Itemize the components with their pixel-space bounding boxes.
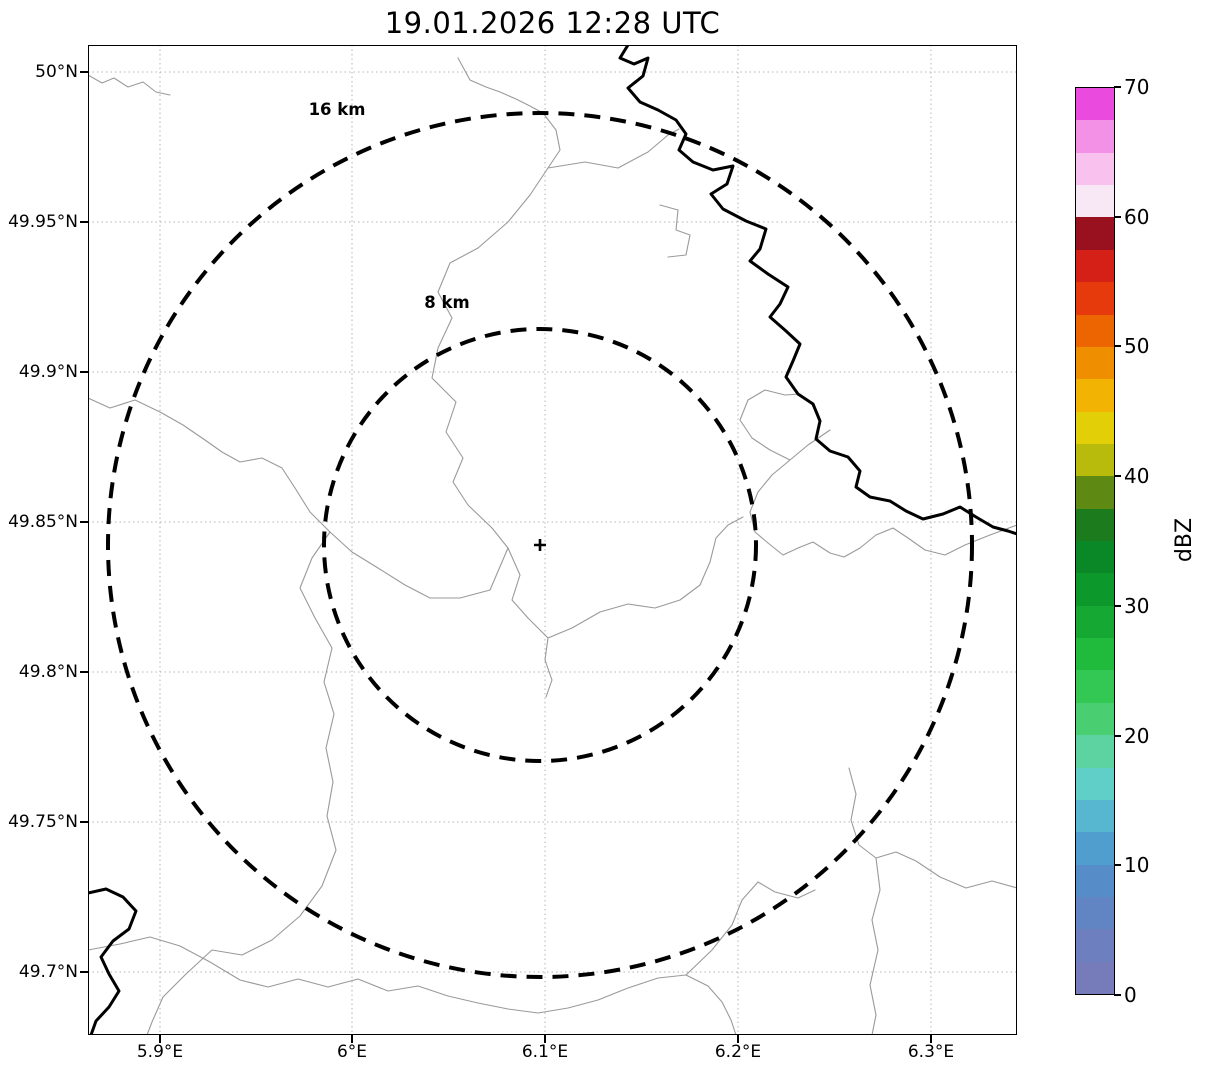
y-tick-label: 49.85°N [8, 512, 78, 532]
radar-site-marker [534, 539, 546, 551]
colorbar-segment [1076, 152, 1114, 186]
colorbar-segment [1076, 217, 1114, 250]
colorbar-tick-mark [1114, 994, 1121, 996]
colorbar-segment [1076, 476, 1114, 509]
colorbar-gradient [1076, 88, 1114, 995]
colorbar-tick-label: 10 [1124, 853, 1150, 877]
river-main [618, 45, 1017, 536]
x-tick-label: 6.1°E [521, 1042, 569, 1062]
colorbar-tick-mark [1114, 345, 1121, 347]
colorbar-segment [1076, 735, 1114, 768]
colorbar-tick-label: 30 [1124, 594, 1150, 618]
colorbar-segment [1076, 282, 1114, 315]
colorbar-tick-label: 40 [1124, 464, 1150, 488]
colorbar-segment [1076, 832, 1114, 865]
range-ring-8km [322, 327, 758, 763]
river-southwest [88, 887, 138, 1035]
colorbar-segment [1076, 88, 1114, 121]
colorbar-segment [1076, 120, 1114, 153]
colorbar-segment [1076, 864, 1114, 897]
colorbar-segment [1076, 508, 1114, 542]
colorbar-tick-label: 50 [1124, 334, 1150, 358]
colorbar-tick-mark [1114, 735, 1121, 737]
colorbar-segment [1076, 767, 1114, 800]
range-rings [106, 111, 974, 979]
y-tick-mark [80, 371, 88, 373]
boundary-lines [88, 57, 1017, 1035]
colorbar-segment [1076, 605, 1114, 639]
colorbar-segment [1076, 346, 1114, 380]
colorbar-tick-mark [1114, 475, 1121, 477]
colorbar-tick-label: 20 [1124, 724, 1150, 748]
y-tick-label: 49.7°N [18, 962, 78, 982]
x-tick-mark [737, 1035, 739, 1043]
y-tick-mark [80, 821, 88, 823]
colorbar-tick-mark [1114, 605, 1121, 607]
colorbar-segment [1076, 896, 1114, 930]
y-tick-label: 49.8°N [18, 662, 78, 682]
range-ring-16km [106, 111, 974, 979]
colorbar-segment [1076, 185, 1114, 218]
x-tick-label: 6°E [336, 1042, 368, 1062]
y-tick-mark [80, 671, 88, 673]
x-tick-mark [159, 1035, 161, 1043]
y-tick-label: 50°N [35, 62, 78, 82]
colorbar-tick-mark [1114, 86, 1121, 88]
graticule-grid [88, 45, 1017, 1035]
colorbar-segment [1076, 379, 1114, 412]
colorbar-tick-label: 60 [1124, 205, 1150, 229]
colorbar-segment [1076, 702, 1114, 736]
colorbar-segment [1076, 929, 1114, 962]
y-tick-mark [80, 71, 88, 73]
colorbar-segment [1076, 411, 1114, 444]
colorbar-segment [1076, 249, 1114, 283]
colorbar-segment [1076, 670, 1114, 703]
plot-title: 19.01.2026 12:28 UTC [384, 6, 721, 40]
ring-label-8km: 8 km [424, 293, 469, 312]
colorbar-segment [1076, 638, 1114, 671]
colorbar-segment [1076, 961, 1114, 995]
x-tick-mark [544, 1035, 546, 1043]
y-tick-mark [80, 971, 88, 973]
colorbar-tick-mark [1114, 864, 1121, 866]
colorbar-tick-mark [1114, 216, 1121, 218]
colorbar-tick-label: 0 [1124, 983, 1137, 1007]
x-tick-label: 5.9°E [136, 1042, 184, 1062]
x-tick-mark [930, 1035, 932, 1043]
colorbar-segment [1076, 314, 1114, 347]
colorbar-segment [1076, 799, 1114, 833]
x-tick-label: 6.2°E [714, 1042, 762, 1062]
x-tick-label: 6.3°E [907, 1042, 955, 1062]
y-tick-label: 49.95°N [8, 212, 78, 232]
colorbar-segment [1076, 541, 1114, 574]
y-tick-label: 49.75°N [8, 812, 78, 832]
y-tick-label: 49.9°N [18, 362, 78, 382]
river-lines [88, 45, 1017, 1035]
colorbar-tick-label: 70 [1124, 75, 1150, 99]
ring-label-16km: 16 km [309, 100, 366, 119]
colorbar [1075, 87, 1115, 995]
colorbar-segment [1076, 443, 1114, 477]
y-tick-mark [80, 521, 88, 523]
x-tick-mark [351, 1035, 353, 1043]
map-canvas: 16 km 8 km [88, 45, 1017, 1035]
y-tick-mark [80, 221, 88, 223]
colorbar-segment [1076, 573, 1114, 606]
colorbar-axis-label: dBZ [1172, 517, 1197, 563]
